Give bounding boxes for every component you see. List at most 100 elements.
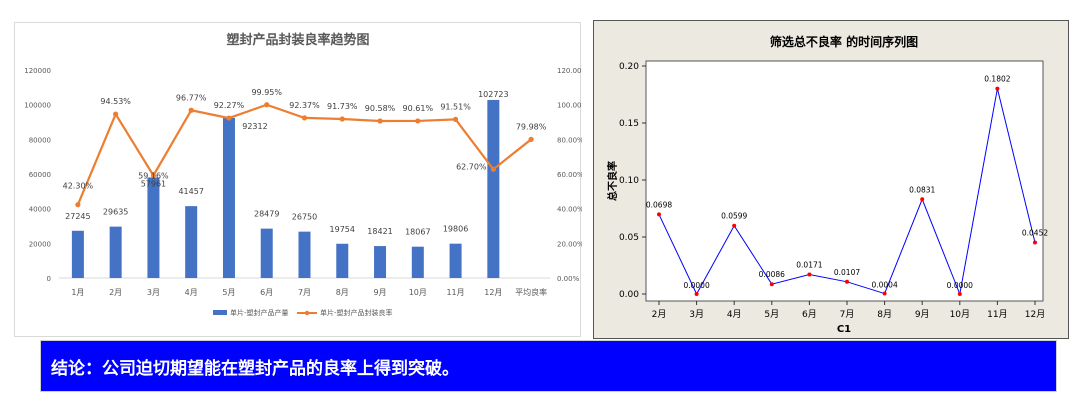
x-tick-label: 平均良率 [515, 287, 547, 297]
defect-value-label: 0.0452 [1022, 228, 1048, 237]
y-tick-label: 0.15 [619, 119, 639, 129]
defect-point-5 [807, 272, 812, 277]
x-tick-label: 8月 [336, 288, 349, 297]
bar-value-label: 102723 [478, 90, 509, 99]
defect-value-label: 0.1802 [984, 75, 1010, 84]
x-tick-label: 2月 [109, 288, 122, 297]
x-tick-label: 10月 [409, 288, 427, 297]
x-tick-label: 2月 [652, 309, 667, 320]
chart-title: 塑封产品封装良率趋势图 [226, 32, 369, 48]
y-right-tick: 80.00% [557, 136, 582, 144]
yield-value-label: 42.30% [63, 182, 94, 191]
yield-point-6 [264, 102, 270, 108]
x-tick-label: 12月 [1025, 309, 1045, 320]
yield-value-label: 79.98% [516, 122, 547, 131]
defect-point-3 [732, 223, 737, 228]
defect-point-9 [957, 292, 962, 296]
x-tick-label: 3月 [147, 288, 160, 297]
y-tick-label: 0.05 [619, 233, 639, 243]
defect-value-label: 0.0004 [871, 281, 897, 290]
bar-4 [185, 206, 198, 278]
bar-value-label: 92312 [242, 122, 267, 131]
yield-point-1 [75, 202, 81, 208]
yield-value-label: 94.53% [100, 97, 131, 106]
y-right-tick: 20.00% [557, 240, 582, 248]
bar-1 [71, 230, 84, 278]
yield-value-label: 90.58% [365, 104, 396, 113]
x-tick-label: 6月 [802, 309, 817, 320]
defect-rate-timeseries-chart: 筛选总不良率 的时间序列图 0.00 0.05 0.10 0.15 0.20 2月 3月 4… [606, 34, 1048, 335]
bar-8 [336, 243, 349, 278]
x-tick-label: 5月 [764, 309, 779, 320]
bar-6 [260, 228, 273, 278]
defect-value-label: 0.0000 [947, 281, 973, 290]
x-tick-label: 4月 [727, 309, 742, 320]
yield-value-label: 92.37% [289, 101, 320, 110]
y-right-tick: 120.00% [557, 67, 582, 75]
defect-point-6 [845, 279, 849, 284]
y-right-tick: 60.00% [557, 171, 582, 179]
bar-value-label: 19754 [330, 225, 355, 234]
x-tick-label: 1月 [71, 288, 84, 297]
bar-value-label: 28479 [254, 210, 279, 219]
defect-point-8 [920, 197, 925, 202]
bar-value-label: 41457 [178, 187, 203, 196]
bar-value-label: 27245 [65, 212, 90, 221]
yield-point-5 [226, 115, 232, 121]
y-right-tick: 100.00% [557, 102, 582, 110]
defect-value-label: 0.0000 [683, 281, 709, 290]
yield-value-label: 91.51% [440, 102, 471, 111]
yield-value-label: 62.70% [456, 162, 487, 171]
bar-value-label: 18067 [405, 228, 430, 237]
yield-point-12 [490, 166, 496, 172]
defect-point-4 [769, 282, 774, 287]
x-tick-label: 7月 [298, 288, 311, 297]
defect-point-7 [882, 291, 887, 296]
yield-trend-chart-panel: 塑封产品封装良率趋势图 0 20000 40000 60000 80000 100000 1… [14, 22, 588, 337]
legend-bar-swatch [213, 310, 227, 315]
bar-9 [374, 246, 387, 278]
defect-point-11 [1033, 240, 1037, 245]
defect-point-1 [657, 212, 661, 217]
yield-point-13 [528, 136, 534, 142]
bar-2 [109, 226, 122, 278]
yield-point-11 [452, 116, 459, 122]
y-left-tick: 40000 [29, 206, 51, 214]
yield-value-label: 96.77% [176, 93, 207, 102]
bar-value-label: 19806 [443, 225, 468, 234]
defect-point-10 [995, 86, 1000, 91]
x-tick-label: 5月 [222, 288, 235, 297]
chart-title: 筛选总不良率 的时间序列图 [770, 34, 918, 49]
x-tick-label: 8月 [877, 309, 892, 320]
x-tick-label: 10月 [950, 309, 970, 320]
y-axis-label: 总不良率 [606, 161, 619, 201]
yield-point-9 [377, 118, 383, 124]
x-tick-label: 6月 [260, 288, 273, 297]
x-tick-label: 9月 [373, 288, 386, 297]
defect-value-label: 0.0171 [796, 261, 822, 270]
yield-value-label: 90.61% [403, 104, 434, 113]
plot-area [645, 60, 1044, 302]
legend: 单片-塑封产品产量 单片-塑封产品封装良率 [213, 308, 393, 317]
y-left-tick: 80000 [29, 136, 51, 144]
y-right-tick: 0.00% [557, 275, 580, 283]
legend-line-marker [304, 310, 310, 316]
bar-11 [449, 243, 462, 278]
y-left-tick: 20000 [29, 240, 51, 248]
yield-value-label: 59.16% [138, 171, 169, 180]
y-tick-label: 0.00 [619, 290, 639, 300]
defect-value-label: 0.0698 [646, 200, 672, 209]
y-tick-label: 0.20 [619, 62, 639, 72]
yield-trend-chart: 塑封产品封装良率趋势图 0 20000 40000 60000 80000 100000 1… [24, 32, 588, 317]
yield-point-3 [150, 172, 157, 179]
y-left-tick: 120000 [24, 67, 51, 75]
conclusion-banner: 结论：公司迫切期望能在塑封产品的良率上得到突破。 [40, 340, 1057, 392]
defect-rate-timeseries-panel: 筛选总不良率 的时间序列图 0.00 0.05 0.10 0.15 0.20 2月 3月 4… [593, 20, 1069, 339]
bar-5 [222, 117, 235, 279]
yield-value-label: 91.73% [327, 102, 358, 111]
yield-value-label: 99.95% [251, 88, 282, 97]
y-left-tick: 100000 [24, 102, 51, 110]
defect-value-label: 0.0086 [759, 270, 785, 279]
x-tick-label: 3月 [689, 309, 704, 320]
x-tick-label: 4月 [185, 288, 198, 297]
